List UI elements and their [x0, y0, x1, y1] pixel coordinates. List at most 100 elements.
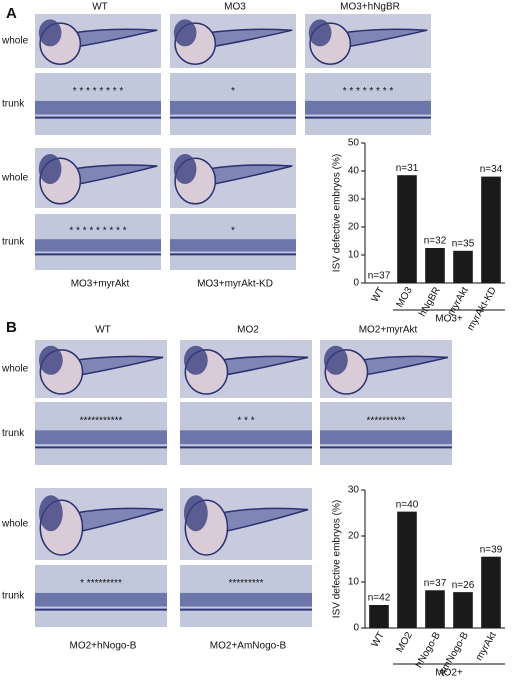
embryo-image: [180, 488, 312, 560]
trunk-image: [35, 402, 167, 465]
row-label: trunk: [2, 237, 25, 248]
x-tick-label: myrAkt-KD: [465, 285, 499, 332]
embryo-image: [35, 488, 167, 560]
trunk-band: [170, 100, 296, 115]
trunk-image: [170, 73, 296, 135]
embryo-tail: [72, 164, 158, 187]
y-tick-label: 30: [348, 485, 360, 496]
bar: [369, 605, 389, 628]
trunk-band: [180, 430, 312, 445]
trunk-image: [170, 214, 296, 270]
bar-label: n=39: [480, 544, 503, 555]
panel-label: A: [6, 5, 17, 22]
column-header: WT: [92, 2, 108, 13]
row-footer: MO2+AmNogo-B: [210, 641, 287, 652]
trunk-band: [35, 100, 161, 115]
row-footer: MO3+myrAkt-KD: [197, 279, 273, 290]
embryo-tail: [207, 164, 293, 187]
row-label: trunk: [2, 99, 25, 110]
embryo-head: [38, 495, 63, 532]
bar: [481, 556, 501, 628]
trunk-band: [35, 430, 167, 445]
embryo-head: [38, 345, 63, 375]
bar: [397, 175, 417, 283]
y-axis-label: ISV defective embryos (%): [332, 154, 343, 272]
embryo-image: [35, 148, 161, 208]
somite-marks: *: [231, 225, 235, 236]
trunk-image: [35, 565, 167, 627]
trunk-image: [35, 73, 161, 135]
embryo-image: [35, 14, 161, 68]
trunk-band: [320, 430, 452, 445]
trunk-band: [35, 239, 161, 252]
panel-label: B: [6, 319, 17, 336]
y-axis-label: ISV defective embryos (%): [332, 500, 343, 618]
trunk-band: [180, 592, 312, 607]
bar: [397, 511, 417, 628]
embryo-image: [305, 14, 431, 68]
bar-label: n=26: [452, 580, 475, 591]
row-footer: MO2+hNogo-B: [70, 641, 137, 652]
row-label: trunk: [2, 591, 25, 602]
embryo-head: [173, 154, 197, 184]
y-tick-label: 0: [353, 623, 359, 634]
embryo-head: [183, 495, 208, 532]
row-label: whole: [1, 519, 29, 530]
bar: [453, 250, 473, 283]
row-footer: MO3+myrAkt: [71, 279, 130, 290]
row-label: whole: [1, 36, 29, 47]
bar: [453, 592, 473, 628]
y-tick-label: 20: [348, 531, 360, 542]
somite-marks: * *********: [80, 578, 122, 589]
trunk-band: [170, 239, 296, 252]
bar: [425, 248, 445, 283]
column-header: MO2: [237, 325, 259, 336]
x-tick-label: WT: [370, 285, 387, 304]
embryo-head: [38, 154, 62, 184]
trunk-band: [305, 100, 431, 115]
row-label: whole: [1, 173, 29, 184]
bar-label: n=32: [424, 236, 447, 247]
embryo-image: [320, 340, 452, 398]
embryo-head: [308, 19, 332, 47]
somite-marks: * * * * * * * *: [343, 86, 394, 97]
bar-label: n=40: [396, 499, 419, 510]
somite-marks: ***********: [80, 416, 123, 427]
embryo-image: [170, 148, 296, 208]
x-tick-label: MO2: [395, 630, 416, 655]
row-label: whole: [1, 364, 29, 375]
row-label: trunk: [2, 428, 25, 439]
x-tick-label: WT: [370, 630, 387, 649]
y-tick-label: 40: [348, 166, 360, 177]
y-tick-label: 10: [348, 250, 360, 261]
somite-marks: * * * * * * * *: [73, 86, 124, 97]
embryo-tail: [218, 355, 309, 377]
embryo-tail: [342, 28, 428, 49]
y-tick-label: 0: [353, 278, 359, 289]
embryo-image: [170, 14, 296, 68]
embryo-head: [38, 19, 62, 47]
embryo-head: [323, 345, 348, 375]
bar: [425, 590, 445, 628]
column-header: MO2+myrAkt: [359, 325, 418, 336]
bar: [481, 176, 501, 283]
column-header: WT: [95, 325, 111, 336]
embryo-tail: [218, 507, 309, 534]
embryo-tail: [207, 28, 293, 49]
trunk-image: [180, 565, 312, 627]
embryo-head: [183, 345, 208, 375]
bar-label: n=34: [480, 164, 503, 175]
bar-label: n=42: [368, 593, 391, 604]
column-header: MO3: [224, 2, 246, 13]
y-tick-label: 50: [348, 138, 360, 149]
y-tick-label: 10: [348, 577, 360, 588]
embryo-tail: [73, 355, 164, 377]
bar-label: n=31: [396, 163, 419, 174]
column-header: MO3+hNgBR: [340, 2, 400, 13]
bar-label: n=37: [424, 578, 447, 589]
embryo-image: [35, 340, 167, 398]
embryo-tail: [73, 507, 164, 534]
trunk-image: [305, 73, 431, 135]
embryo-image: [180, 340, 312, 398]
